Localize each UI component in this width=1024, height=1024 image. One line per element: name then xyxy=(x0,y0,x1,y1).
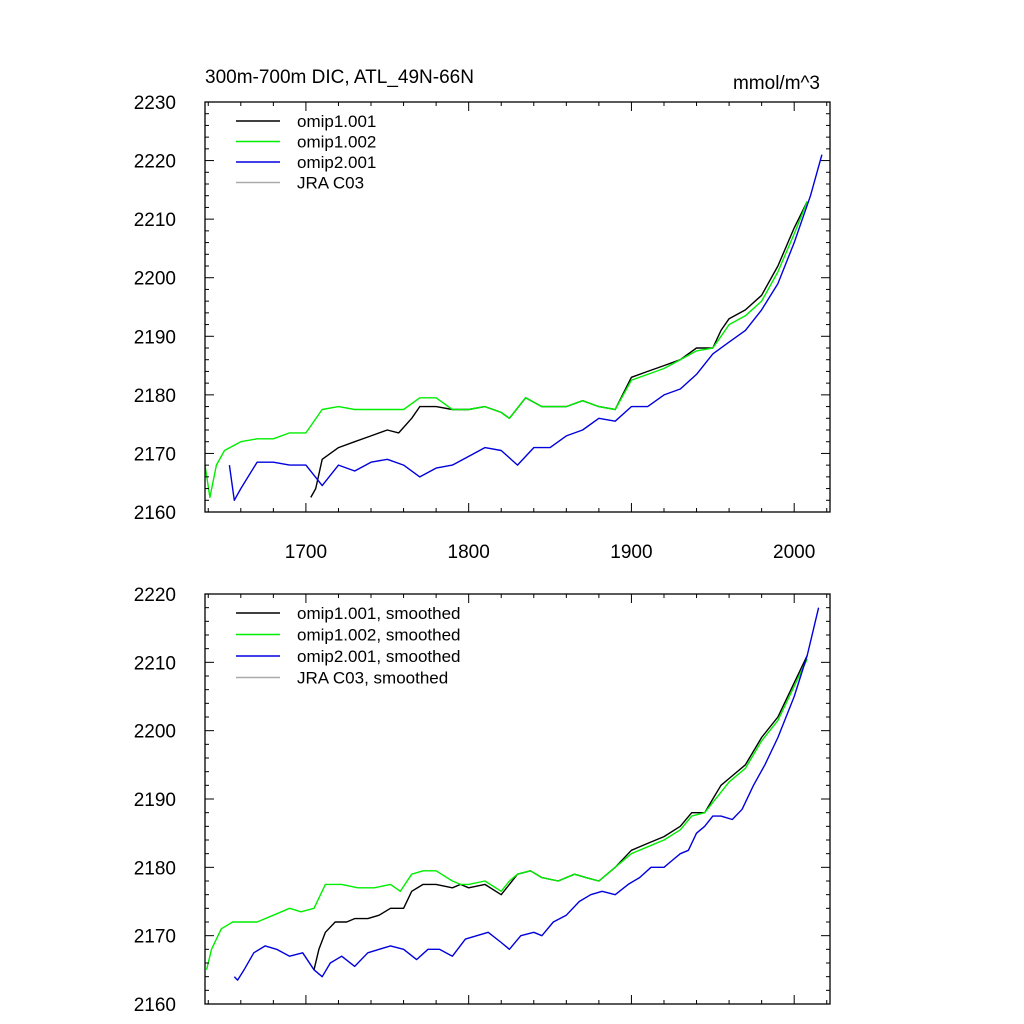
legend: omip1.001, smoothed omip1.002, smoothed om… xyxy=(236,604,461,688)
y-tick-label: 2220 xyxy=(134,152,176,173)
legend-label: omip1.001, smoothed xyxy=(297,604,461,623)
x-tick-label: 2000 xyxy=(773,542,815,563)
y-tick-label: 2210 xyxy=(134,210,176,231)
top-panel: 300m-700m DIC, ATL_49N-66N mmol/m^3 2160… xyxy=(134,67,831,563)
y-tick-label: 2230 xyxy=(134,93,176,114)
x-tick-label: 1800 xyxy=(448,542,490,563)
series-line-omip1-002-smoothed xyxy=(205,658,808,970)
series-line-omip1-002 xyxy=(204,201,808,499)
series-line-omip2-001-smoothed xyxy=(233,607,820,981)
y-tick-label: 2180 xyxy=(134,386,176,407)
chart-title: 300m-700m DIC, ATL_49N-66N xyxy=(205,67,474,88)
bottom-panel: 2160 2170 2180 2190 2200 2210 2220 omip1.001, … xyxy=(134,585,831,1016)
series-line-omip2-001 xyxy=(228,154,823,501)
legend-label: omip2.001 xyxy=(297,153,376,172)
y-tick-label: 2200 xyxy=(134,722,176,743)
plot-frame xyxy=(204,593,831,1005)
y-tick-label: 2190 xyxy=(134,327,176,348)
legend-label: omip1.001 xyxy=(297,112,376,131)
series-line-omip1-001 xyxy=(310,201,808,498)
units-label: mmol/m^3 xyxy=(733,73,820,94)
legend-label: JRA C03, smoothed xyxy=(297,669,448,688)
x-tick-label: 1900 xyxy=(610,542,652,563)
series-lines xyxy=(205,607,820,981)
legend-label: JRA C03 xyxy=(297,174,364,193)
axis-ticks: 2160 2170 2180 2190 2200 2210 2220 2230 1700 1800… xyxy=(134,93,830,563)
y-tick-label: 2170 xyxy=(134,444,176,465)
y-tick-label: 2190 xyxy=(134,790,176,811)
y-tick-label: 2200 xyxy=(134,269,176,290)
axis-ticks: 2160 2170 2180 2190 2200 2210 2220 xyxy=(134,585,830,1016)
y-tick-label: 2220 xyxy=(134,585,176,606)
legend-label: omip1.002 xyxy=(297,133,376,152)
plot-frame xyxy=(204,101,831,513)
y-tick-label: 2210 xyxy=(134,653,176,674)
legend-label: omip2.001, smoothed xyxy=(297,647,461,666)
y-tick-label: 2170 xyxy=(134,927,176,948)
y-tick-label: 2160 xyxy=(134,503,176,524)
y-tick-label: 2160 xyxy=(134,995,176,1016)
x-tick-label: 1700 xyxy=(285,542,327,563)
series-line-omip1-001-smoothed xyxy=(313,655,808,970)
series-lines xyxy=(204,154,823,501)
y-tick-label: 2180 xyxy=(134,858,176,879)
legend-label: omip1.002, smoothed xyxy=(297,626,461,645)
